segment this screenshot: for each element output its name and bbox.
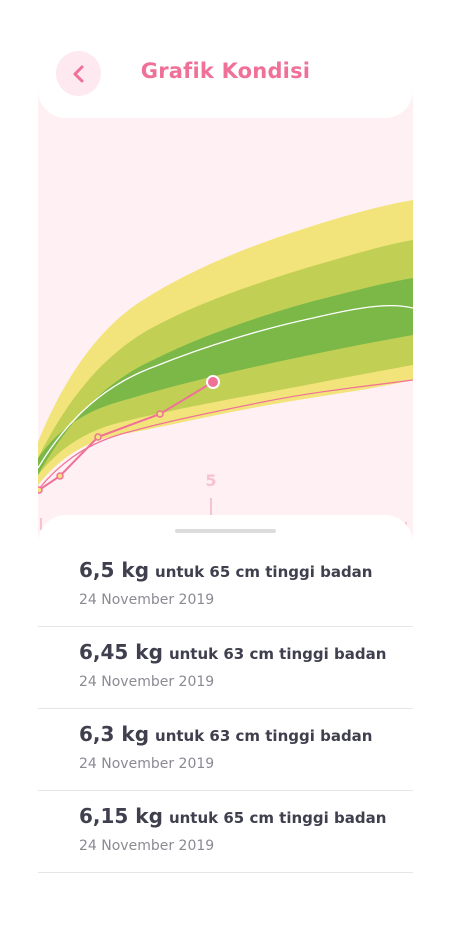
measurement-date: 24 November 2019 <box>79 838 215 854</box>
ruler-center-tick <box>210 498 212 530</box>
list-item[interactable]: 6,45 kg untuk 63 cm tinggi badan 24 Novem… <box>38 626 413 709</box>
height-text: untuk 63 cm tinggi badan <box>155 727 373 745</box>
measurement-sheet: 6,5 kg untuk 65 cm tinggi badan 24 Novemb… <box>38 515 413 928</box>
height-text: untuk 65 cm tinggi badan <box>168 809 387 827</box>
measurement-point[interactable] <box>56 472 64 480</box>
weight-value: 6,3 kg <box>79 722 150 746</box>
weight-value: 6,45 kg <box>79 640 163 664</box>
list-item[interactable]: 6,15 kg untuk 65 cm tinggi badan 24 Novem… <box>38 790 413 873</box>
list-item[interactable]: 6,5 kg untuk 65 cm tinggi badan 24 Novemb… <box>38 544 413 627</box>
measurement-date: 24 November 2019 <box>79 592 215 608</box>
latest-measurement-point[interactable] <box>206 375 220 389</box>
main-card: 5 Grafik Kondisi 6,5 kg untuk 65 cm tingg… <box>38 30 413 928</box>
measurement-point[interactable] <box>38 486 43 494</box>
chevron-left-icon <box>73 65 83 82</box>
header: Grafik Kondisi <box>38 30 413 118</box>
drag-handle[interactable] <box>175 529 276 533</box>
measurement-date: 24 November 2019 <box>79 756 215 772</box>
median-line <box>38 304 413 469</box>
height-text: untuk 63 cm tinggi badan <box>168 645 387 663</box>
measurement-point[interactable] <box>156 410 164 418</box>
growth-chart-svg: 5 <box>38 200 413 530</box>
measurement-date: 24 November 2019 <box>79 674 215 690</box>
weight-value: 6,15 kg <box>79 804 163 828</box>
height-text: untuk 65 cm tinggi badan <box>155 563 373 581</box>
x-tick-label: 5 <box>205 471 216 490</box>
ruler-tick <box>40 518 42 530</box>
page-title: Grafik Kondisi <box>140 59 311 83</box>
weight-value: 6,5 kg <box>79 558 150 582</box>
measurement-point[interactable] <box>94 433 102 441</box>
band-inner <box>38 278 413 475</box>
back-button[interactable] <box>56 51 101 96</box>
lower-line <box>38 379 413 491</box>
list-item[interactable]: 6,3 kg untuk 63 cm tinggi badan 24 Novemb… <box>38 708 413 791</box>
